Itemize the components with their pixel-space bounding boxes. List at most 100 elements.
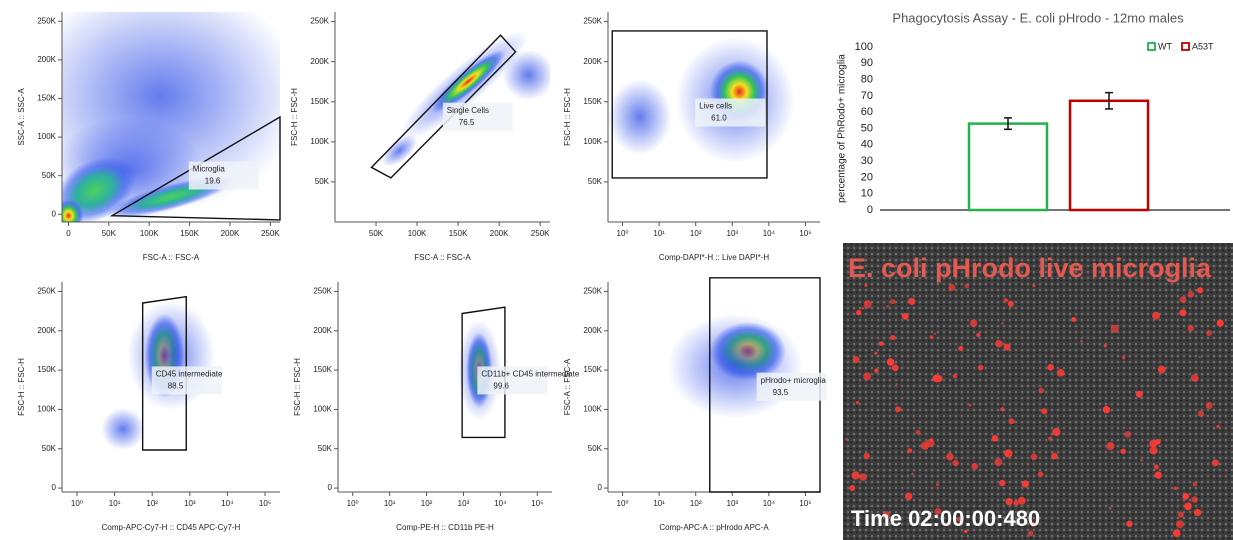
y-tick-label: 0 xyxy=(328,483,333,492)
y-tick-label: 100K xyxy=(310,137,329,146)
y-tick-label: 70 xyxy=(861,90,873,102)
spot xyxy=(1187,290,1195,298)
y-tick-label: 80 xyxy=(861,74,873,86)
spot xyxy=(1187,325,1194,332)
y-tick-label: 0 xyxy=(52,483,57,492)
spot xyxy=(995,339,1003,348)
x-tick-label: 100K xyxy=(408,229,427,238)
y-tick-label: 10 xyxy=(861,188,873,200)
legend-label: A53T xyxy=(1192,41,1214,51)
spot xyxy=(1175,520,1184,529)
spot xyxy=(851,471,860,480)
spot xyxy=(1051,452,1058,460)
y-tick-label: 200K xyxy=(310,57,329,66)
y-tick-label: 150K xyxy=(310,97,329,106)
y-tick-label: 250K xyxy=(37,287,56,296)
spot xyxy=(1000,322,1004,325)
x-tick-label: 10⁴ xyxy=(763,229,776,238)
gate-label-box xyxy=(756,372,827,401)
spot xyxy=(1102,405,1111,414)
density-cloud xyxy=(431,49,506,113)
spot xyxy=(952,459,959,467)
spot xyxy=(886,304,889,308)
spot xyxy=(849,484,856,491)
legend-swatch xyxy=(1147,42,1156,51)
flow-plot: 10⁰ 10¹ 10² 10³ 10⁴ 10⁵ 50K 100K 150K 200K 250K Com… xyxy=(563,12,820,262)
gate-percentage: 88.5 xyxy=(168,382,184,391)
chart-title: Phagocytosis Assay - E. coli pHrodo - 12… xyxy=(892,10,1184,25)
flow-plot: 10⁰ 10¹ 10² 10³ 10⁴ 10⁵ 0 50K 100K 150K 200K 250K Co… xyxy=(563,277,827,532)
y-tick-label: 250K xyxy=(310,17,329,26)
bar-chart: Phagocytosis Assay - E. coli pHrodo - 12… xyxy=(837,10,1230,216)
spot xyxy=(1041,408,1048,415)
y-axis-label: FSC-H :: FSC-H xyxy=(17,358,26,416)
x-tick-label: 50K xyxy=(369,229,384,238)
spot xyxy=(994,458,1003,467)
spot xyxy=(1108,506,1112,510)
density-clouds xyxy=(667,313,804,419)
spot xyxy=(934,507,942,515)
spot xyxy=(1184,502,1192,511)
x-tick-label: 0 xyxy=(66,229,71,238)
spot xyxy=(1149,446,1158,455)
spot xyxy=(1198,356,1201,359)
image-background xyxy=(843,243,1233,540)
spot xyxy=(929,438,934,442)
spot xyxy=(935,482,940,487)
gate-name: Single Cells xyxy=(447,106,489,115)
spot xyxy=(1037,471,1044,478)
x-tick-label: 10⁵ xyxy=(531,499,543,508)
x-tick-label: 10¹ xyxy=(653,229,665,238)
spot xyxy=(1021,480,1029,488)
gate xyxy=(461,306,506,439)
spot xyxy=(904,492,913,501)
x-axis-label: FSC-A :: FSC-A xyxy=(414,253,471,262)
spot xyxy=(855,309,862,316)
x-tick-label: 10³ xyxy=(184,499,196,508)
spot xyxy=(1052,427,1061,437)
spot xyxy=(933,332,937,336)
image-timestamp: Time 02:00:00:480 xyxy=(851,506,1040,531)
density-clouds xyxy=(62,12,280,222)
spot xyxy=(1216,424,1220,428)
density-cloud xyxy=(502,49,550,101)
spot xyxy=(852,356,860,364)
x-tick-label: 200K xyxy=(490,229,509,238)
spot xyxy=(1173,486,1178,491)
spot xyxy=(890,334,896,341)
gate-name: Live cells xyxy=(699,102,732,111)
gate-label-box xyxy=(188,161,259,190)
spot xyxy=(1152,311,1160,320)
x-tick-label: 250K xyxy=(531,229,550,238)
spot xyxy=(1000,407,1005,412)
spot xyxy=(977,364,984,371)
gate-name: Microglia xyxy=(193,165,226,174)
spot xyxy=(908,297,916,305)
y-tick-label: 100K xyxy=(313,405,332,414)
spot xyxy=(863,372,871,381)
spot xyxy=(1106,441,1115,450)
spot xyxy=(882,511,890,519)
spot xyxy=(1154,471,1162,479)
x-axis-label: Comp-DAPI*-H :: Live DAPI*-H xyxy=(659,253,769,262)
y-tick-label: 100K xyxy=(583,405,602,414)
y-tick-label: 50K xyxy=(315,177,330,186)
spot xyxy=(1048,436,1053,441)
y-tick-label: 250K xyxy=(583,17,602,26)
y-axis-label: FSC-H :: FSC-H xyxy=(290,88,299,146)
x-tick-label: 10⁵ xyxy=(799,499,811,508)
x-tick-label: 10⁰ xyxy=(617,499,629,508)
x-axis-label: FSC-A :: FSC-A xyxy=(143,253,200,262)
y-axis-label: FSC-H :: FSC-H xyxy=(563,88,572,146)
spot xyxy=(968,403,972,407)
spot xyxy=(1205,402,1213,409)
spot xyxy=(1005,497,1013,506)
y-tick-label: 60 xyxy=(861,106,873,118)
y-tick-label: 50K xyxy=(318,444,333,453)
x-tick-label: 200K xyxy=(221,229,240,238)
density-cloud xyxy=(101,408,145,450)
spot xyxy=(1154,438,1161,445)
y-tick-label: 50K xyxy=(588,444,603,453)
spot xyxy=(1179,296,1187,303)
gate xyxy=(370,34,517,179)
